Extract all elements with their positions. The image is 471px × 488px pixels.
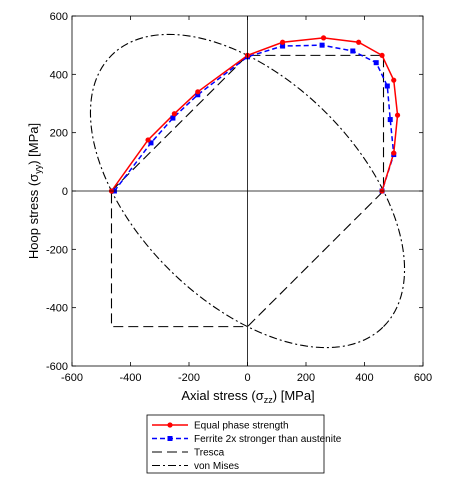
data-point-blue bbox=[148, 140, 154, 146]
y-tick-label: 0 bbox=[62, 186, 68, 198]
data-point-blue bbox=[350, 48, 356, 54]
y-tick-label: 600 bbox=[50, 11, 68, 23]
x-tick-label: 200 bbox=[297, 372, 315, 384]
data-point-red bbox=[171, 111, 177, 117]
data-point-red bbox=[145, 137, 151, 143]
legend-marker bbox=[167, 436, 173, 441]
y-tick-label: -600 bbox=[46, 361, 68, 373]
data-point-red bbox=[379, 52, 385, 58]
legend: Equal phase strength Ferrite 2x stronger … bbox=[146, 414, 342, 474]
series-line-2 bbox=[113, 44, 395, 192]
data-point-blue bbox=[319, 42, 325, 48]
x-tick-label: 0 bbox=[244, 372, 250, 384]
data-point-red bbox=[391, 77, 397, 83]
legend-label-4: von Mises bbox=[194, 461, 239, 472]
data-point-blue bbox=[280, 43, 286, 49]
legend-label-1: Equal phase strength bbox=[194, 421, 289, 432]
y-tick-label: -400 bbox=[46, 303, 68, 315]
data-point-red bbox=[320, 35, 327, 41]
y-axis-label: Hoop stress (σyy) [MPa] bbox=[26, 123, 43, 259]
series-line-1 bbox=[110, 37, 399, 192]
x-tick-label: 600 bbox=[414, 372, 432, 384]
data-point-red bbox=[195, 89, 201, 95]
legend-label-2: Ferrite 2x stronger than austenite bbox=[194, 434, 342, 445]
y-tick-label: 400 bbox=[50, 69, 68, 81]
data-point-blue bbox=[384, 83, 390, 89]
legend-marker bbox=[167, 422, 173, 428]
x-axis-label: Axial stress (σzz) [MPa] bbox=[181, 388, 314, 405]
legend-label-3: Tresca bbox=[194, 448, 225, 459]
data-point-red bbox=[280, 39, 286, 45]
data-point-blue bbox=[170, 115, 176, 121]
x-tick-label: -200 bbox=[178, 372, 200, 384]
data-point-blue bbox=[387, 117, 393, 123]
x-tick-label: -600 bbox=[61, 372, 83, 384]
data-point-red bbox=[356, 39, 362, 45]
x-tick-label: -400 bbox=[119, 372, 141, 384]
data-point-red bbox=[391, 150, 397, 156]
data-point-red bbox=[394, 112, 401, 118]
y-tick-label: -200 bbox=[46, 244, 68, 256]
data-point-blue bbox=[195, 92, 201, 98]
x-tick-label: 400 bbox=[355, 372, 373, 384]
y-tick-label: 200 bbox=[50, 128, 68, 140]
data-point-blue bbox=[373, 60, 379, 66]
